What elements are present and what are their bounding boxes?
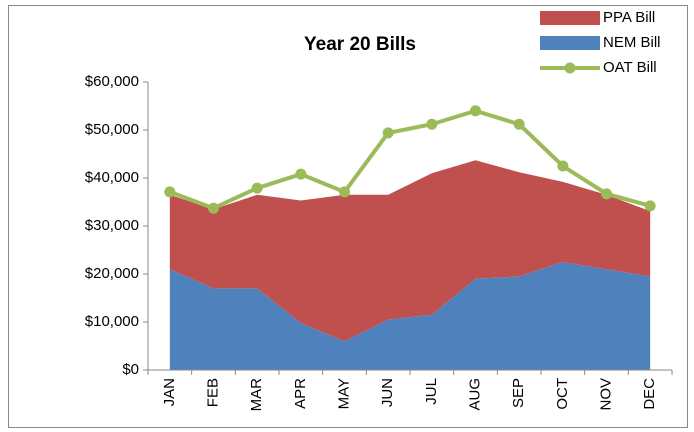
y-tick-label: $20,000 [85, 265, 139, 282]
point [644, 200, 656, 212]
y-tick-label: $0 [122, 361, 139, 378]
point [601, 188, 612, 200]
x-tick-label: AUG [466, 378, 483, 411]
point [208, 202, 219, 214]
legend-swatch [540, 36, 600, 50]
legend-label: PPA Bill [603, 9, 655, 26]
y-tick-label: $40,000 [85, 169, 139, 186]
x-tick-label: NOV [597, 378, 614, 411]
legend-swatch [564, 62, 576, 74]
x-tick-label: DEC [641, 378, 658, 410]
y-tick-label: $50,000 [85, 121, 139, 138]
y-tick-label: $10,000 [85, 313, 139, 330]
legend-swatch [540, 11, 600, 25]
point [251, 182, 263, 194]
area [169, 160, 651, 342]
x-tick-label: APR [292, 378, 309, 409]
point [557, 160, 569, 172]
point [382, 127, 394, 139]
point [426, 118, 438, 130]
x-tick-label: MAY [335, 378, 352, 409]
y-tick-label: $60,000 [85, 73, 139, 90]
x-tick-label: MAR [248, 378, 265, 412]
point [513, 118, 525, 130]
x-tick-label: OCT [554, 378, 571, 410]
line [169, 108, 651, 211]
x-tick-label: JAN [161, 378, 178, 406]
point [470, 105, 481, 117]
legend-label: OAT Bill [603, 59, 657, 76]
x-tick-label: FEB [204, 378, 221, 407]
x-tick-label: SEP [510, 378, 527, 408]
point [164, 186, 176, 198]
x-tick-label: JUL [423, 378, 440, 405]
y-tick-label: $30,000 [85, 217, 139, 234]
area [169, 262, 651, 370]
point [339, 186, 350, 198]
chart-title: Year 20 Bills [304, 34, 416, 55]
legend-label: NEM Bill [603, 34, 661, 51]
x-tick-label: JUN [379, 378, 396, 407]
point [295, 168, 307, 180]
